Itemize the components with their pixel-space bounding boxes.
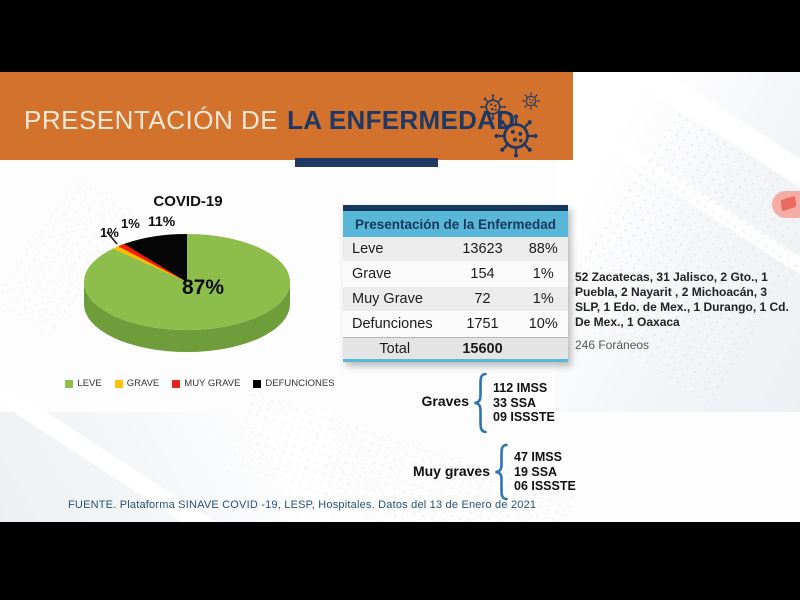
row-pct: 10%: [528, 316, 558, 332]
table-total-row: Total 15600: [343, 337, 568, 362]
table-row: Muy Grave 72 1%: [343, 287, 568, 312]
banner-underline: [295, 158, 438, 167]
legend-swatch-muy-grave: [172, 379, 181, 388]
slide: PRESENTACIÓN DE LA ENFERMEDAD: [0, 72, 800, 522]
legend-item-grave: GRAVE: [114, 378, 160, 389]
table-top-bar: [343, 205, 568, 211]
table-row: Defunciones 1751 10%: [343, 312, 568, 337]
row-value: 1751: [466, 316, 499, 332]
legend-label: MUY GRAVE: [184, 378, 241, 389]
virus-icon: [480, 92, 540, 158]
graves-items: 112 IMSS 33 SSA 09 ISSSTE: [488, 372, 555, 434]
pie-label-muy-grave: 1%: [100, 225, 119, 240]
muy-graves-items: 47 IMSS 19 SSA 06 ISSSTE: [509, 443, 576, 501]
total-label: Total: [379, 340, 411, 357]
legend-label: GRAVE: [126, 378, 160, 389]
pink-blob-inner: [780, 195, 797, 212]
legend-item-leve: LEVE: [65, 378, 102, 389]
muy-graves-label: Muy graves: [412, 463, 490, 479]
table-row: Grave 154 1%: [343, 262, 568, 287]
letterbox-bottom: [0, 522, 800, 600]
graves-breakdown: Graves 112 IMSS 33 SSA 09 ISSSTE: [377, 372, 555, 434]
legend-swatch-defunciones: [253, 379, 262, 388]
pie-chart-graphic: [84, 231, 290, 352]
row-value: 13623: [462, 241, 503, 257]
breakdown-item: 33 SSA: [493, 395, 537, 410]
foraneos-note: 246 Foráneos: [575, 338, 650, 352]
pie-legend: LEVE GRAVE MUY GRAVE DEFUNCIONES: [40, 378, 360, 389]
brace-icon: [474, 372, 487, 434]
row-label: Grave: [352, 266, 392, 282]
title-bold: LA ENFERMEDAD: [287, 104, 516, 135]
breakdown-item: 112 IMSS: [493, 381, 548, 395]
row-pct: 1%: [532, 291, 554, 307]
legend-item-muy-grave: MUY GRAVE: [172, 378, 240, 389]
graves-label: Graves: [421, 393, 469, 409]
muy-graves-breakdown: Muy graves 47 IMSS 19 SSA 06 ISSSTE: [390, 443, 576, 501]
title-banner: PRESENTACIÓN DE LA ENFERMEDAD: [0, 72, 573, 160]
breakdown-item: 19 SSA: [514, 464, 558, 479]
legend-item-defunciones: DEFUNCIONES: [253, 378, 335, 389]
brace-icon: [495, 443, 508, 501]
legend-swatch-leve: [65, 379, 74, 388]
states-note: 52 Zacatecas, 31 Jalisco, 2 Gto., 1 Pueb…: [575, 270, 789, 329]
pie-label-leve: 87%: [182, 276, 225, 299]
virus-icons: [478, 92, 548, 160]
row-pct: 88%: [528, 241, 558, 257]
row-label: Muy Grave: [352, 291, 423, 307]
pink-cursor-blob: [772, 191, 800, 218]
pie-label-grave: 1%: [121, 216, 140, 231]
row-label: Defunciones: [352, 316, 433, 332]
pie-label-defunciones: 11%: [148, 213, 176, 229]
pie-chart: [50, 212, 330, 372]
total-value: 15600: [462, 340, 503, 357]
table-title: Presentación de la Enfermedad: [343, 211, 568, 237]
legend-label: DEFUNCIONES: [265, 378, 335, 389]
breakdown-item: 06 ISSSTE: [514, 479, 576, 494]
table-row: Leve 13623 88%: [343, 237, 568, 262]
legend-swatch-grave: [114, 379, 123, 388]
presentation-table: Presentación de la Enfermedad Leve 13623…: [343, 205, 568, 362]
legend-label: LEVE: [77, 378, 102, 389]
source-footer: FUENTE. Plataforma SINAVE COVID -19, LES…: [68, 499, 537, 511]
letterbox-top: [0, 0, 800, 72]
row-value: 154: [470, 266, 495, 282]
row-value: 72: [474, 291, 491, 307]
breakdown-item: 47 IMSS: [514, 450, 562, 464]
row-label: Leve: [352, 241, 384, 257]
pie-chart-title: COVID-19: [153, 193, 223, 210]
title-regular: PRESENTACIÓN DE: [24, 104, 279, 135]
breakdown-item: 09 ISSSTE: [493, 410, 555, 425]
row-pct: 1%: [532, 266, 554, 282]
